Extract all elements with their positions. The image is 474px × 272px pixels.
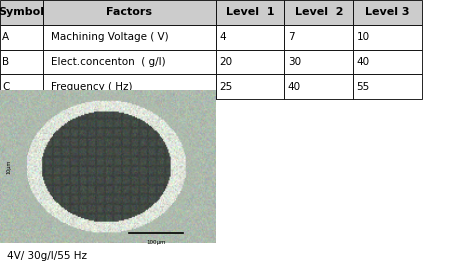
Text: 4V/ 30g/l/55 Hz: 4V/ 30g/l/55 Hz xyxy=(7,251,87,261)
Text: 10μm: 10μm xyxy=(6,159,11,174)
Text: 100μm: 100μm xyxy=(146,240,166,245)
